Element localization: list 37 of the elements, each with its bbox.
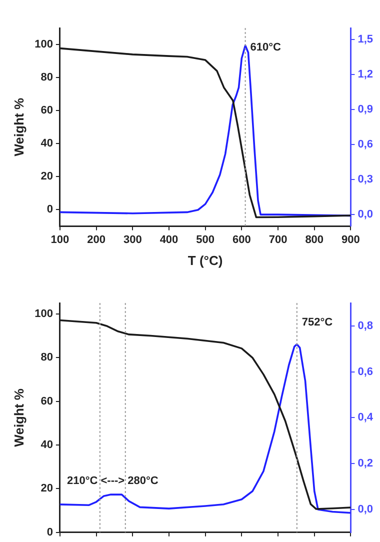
y-tick-label: 0 [46,204,53,216]
y-tick-label: 100 [34,308,53,320]
y2-tick-label: 0,6 [358,366,374,378]
y2-tick-label: 0,0 [358,503,374,516]
y-tick-label: 20 [40,170,53,183]
y2-tick-label: 1,2 [358,68,374,81]
ref-line-label: 752°C [302,316,333,329]
y2-tick-label: 0,4 [358,412,374,424]
y-tick-label: 60 [40,104,53,117]
y-tick-label: 60 [40,395,53,408]
x-axis-title: T (°C) [188,252,223,268]
y-axis-title: Weight % [11,388,26,447]
x-tick-label: 300 [123,234,142,246]
x-tick-label: 900 [342,234,360,246]
y2-tick-label: 0,8 [358,320,374,332]
x-tick-label: 700 [268,234,288,246]
annotation: 210°C <---> 280°C [66,475,158,488]
ref-line-label: 610°C [250,42,282,54]
y-tick-label: 20 [40,482,53,495]
x-tick-label: 200 [87,234,106,246]
y-tick-label: 40 [40,439,53,452]
y2-tick-label: 0,0 [358,208,374,221]
x-tick-label: 400 [160,234,178,246]
y-tick-label: 100 [34,38,53,51]
x-tick-label: 600 [232,234,251,246]
y2-tick-label: 1,5 [358,34,374,46]
y-tick-label: 0 [46,526,53,538]
y-axis-title: Weight % [11,98,26,156]
y2-tick-label: 0,6 [358,138,374,151]
y-tick-label: 80 [40,352,53,364]
y-tick-label: 40 [40,138,53,150]
y2-tick-label: 0,3 [358,174,374,186]
x-tick-label: 800 [305,234,324,246]
x-tick-label: 500 [196,234,215,246]
y2-tick-label: 0,2 [358,458,374,470]
y-tick-label: 80 [40,72,53,84]
y2-tick-label: 0,9 [358,104,374,116]
